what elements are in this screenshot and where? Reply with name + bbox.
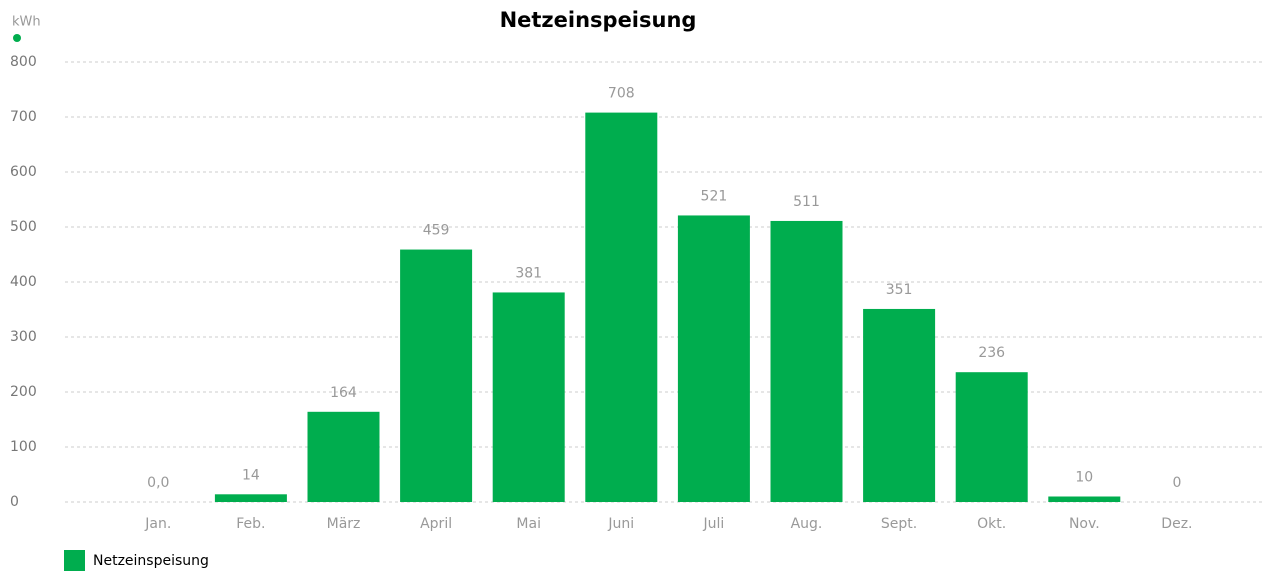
bar — [400, 249, 473, 502]
x-tick-label: Feb. — [236, 516, 265, 532]
bar — [770, 220, 843, 502]
x-tick-label: Juni — [607, 516, 634, 532]
data-label: 708 — [608, 86, 635, 102]
x-tick-label: April — [420, 516, 452, 532]
bar — [677, 215, 750, 502]
y-tick-label: 200 — [10, 384, 37, 400]
y-tick-label: 300 — [10, 329, 37, 345]
data-label: 511 — [793, 194, 820, 210]
y-tick-label: 0 — [10, 494, 19, 510]
legend-label: Netzeinspeisung — [93, 553, 209, 569]
bar — [863, 308, 936, 502]
data-label: 351 — [886, 282, 913, 298]
data-label: 0 — [1172, 475, 1181, 491]
x-tick-label: Okt. — [977, 516, 1006, 532]
y-tick-label: 700 — [10, 109, 37, 125]
data-label: 459 — [423, 223, 450, 239]
y-unit: kWh — [12, 15, 41, 30]
data-label: 14 — [242, 467, 260, 483]
data-label: 10 — [1075, 470, 1093, 486]
y-tick-label: 600 — [10, 164, 37, 180]
data-label: 521 — [701, 188, 728, 204]
bar — [585, 112, 658, 502]
y-tick-label: 400 — [10, 274, 37, 290]
x-tick-label: Mai — [516, 516, 541, 532]
x-tick-label: Aug. — [791, 516, 823, 532]
chart-title: Netzeinspeisung — [500, 8, 697, 32]
y-tick-label: 500 — [10, 219, 37, 235]
bar — [492, 292, 565, 502]
data-label: 0,0 — [147, 475, 169, 491]
x-tick-label: Dez. — [1161, 516, 1192, 532]
data-label: 381 — [515, 265, 542, 281]
bar — [955, 372, 1028, 502]
x-tick-label: Jan. — [144, 516, 171, 532]
bar — [307, 411, 380, 502]
bar — [1048, 496, 1121, 502]
x-tick-label: Nov. — [1069, 516, 1100, 532]
bar — [214, 494, 287, 502]
data-label: 164 — [330, 385, 357, 401]
x-tick-label: Juli — [703, 516, 725, 532]
y-tick-label: 800 — [10, 54, 37, 70]
legend-swatch — [64, 550, 85, 571]
x-tick-label: Sept. — [881, 516, 917, 532]
unit-dot — [13, 34, 21, 42]
data-label: 236 — [978, 345, 1005, 361]
y-tick-label: 100 — [10, 439, 37, 455]
x-tick-label: März — [327, 516, 361, 532]
